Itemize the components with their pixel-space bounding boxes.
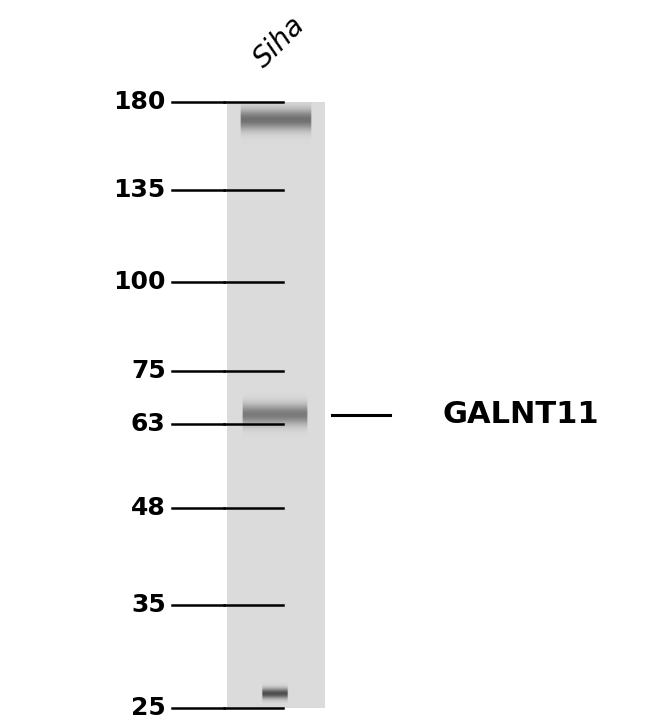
Text: 100: 100 [113, 271, 166, 295]
Text: 48: 48 [131, 496, 166, 520]
Text: 25: 25 [131, 696, 166, 720]
Text: 75: 75 [131, 359, 166, 383]
Text: 35: 35 [131, 592, 166, 616]
Text: 63: 63 [131, 412, 166, 436]
Text: GALNT11: GALNT11 [442, 400, 599, 429]
Text: 180: 180 [113, 90, 166, 114]
Text: 135: 135 [114, 179, 166, 203]
Text: Siha: Siha [248, 11, 311, 73]
